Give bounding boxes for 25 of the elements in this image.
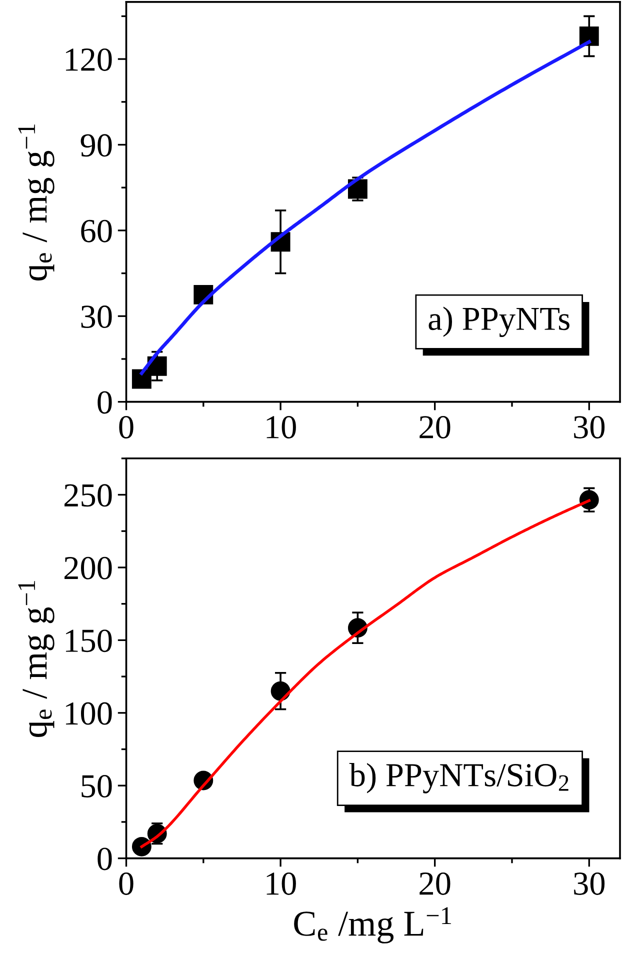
y-tick-label: 0 [98, 391, 112, 414]
y-tick-label: 60 [81, 220, 112, 242]
y-tick-label: 200 [64, 556, 112, 580]
x-axis-title: C$_{e}$ /mg L$^{−1}$ [294, 907, 451, 944]
y-tick-label: 50 [82, 774, 112, 798]
point [579, 26, 599, 46]
x-tick-label: 30 [574, 416, 605, 438]
y-tick-label: 100 [66, 702, 112, 725]
y-tick-label: 150 [66, 630, 112, 652]
x-tick-label: 10 [266, 416, 296, 438]
y-tick-label: 250 [64, 484, 112, 507]
y-tick-label: 90 [80, 134, 112, 157]
x-tick-label: 0 [119, 416, 134, 438]
x-tick-label: 30 [574, 872, 605, 895]
y-tick-label: 120 [66, 48, 112, 71]
x-tick-label: 0 [119, 872, 134, 895]
y-axis-title: q$_{e}$ / mg g$^{−1}$ [18, 580, 54, 738]
y-axis-title: q$_{e}$ / mg g$^{−1}$ [18, 124, 54, 281]
y-tick-label: 30 [81, 306, 112, 328]
y-tick-label: 0 [98, 848, 112, 870]
annotation: a) PPyNTs [428, 306, 570, 337]
annotation: b) PPyNTs/SiO$_{2}$ [349, 762, 568, 794]
x-tick-label: 20 [420, 416, 450, 438]
x-tick-label: 20 [420, 872, 450, 895]
x-tick-label: 10 [266, 872, 296, 895]
